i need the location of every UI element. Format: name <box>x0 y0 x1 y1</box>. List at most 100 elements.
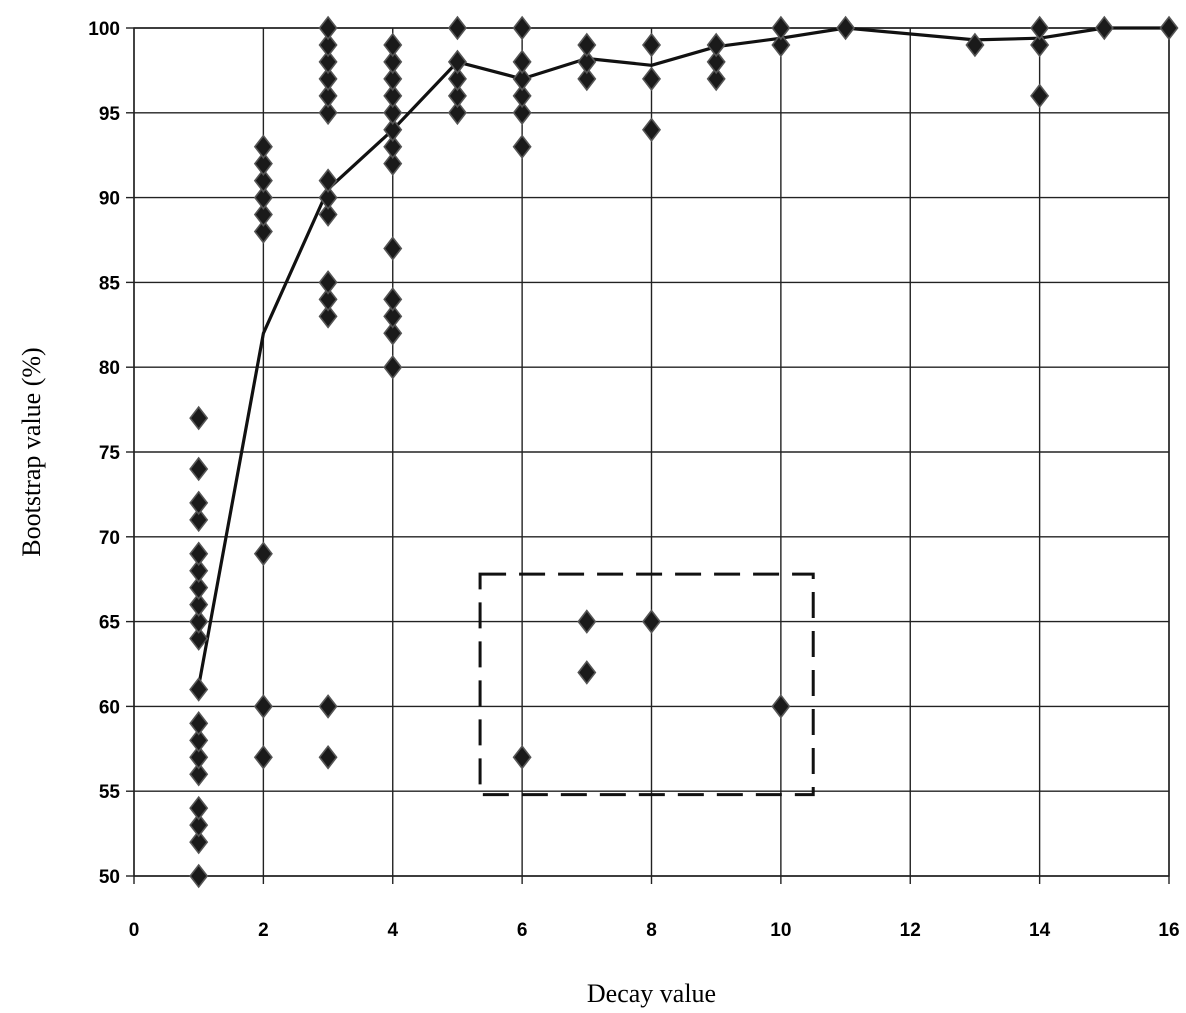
data-point <box>706 49 726 75</box>
y-tick-label: 75 <box>99 443 121 464</box>
data-point <box>189 490 209 516</box>
data-point <box>447 15 467 41</box>
y-tick-label: 95 <box>99 104 121 125</box>
y-tick-label: 55 <box>99 782 121 803</box>
data-point <box>189 812 209 838</box>
x-tick-label: 10 <box>770 920 791 941</box>
data-point <box>189 575 209 600</box>
data-point <box>318 49 338 75</box>
trend-line-group <box>197 26 1169 687</box>
data-point <box>253 694 273 719</box>
x-axis-title: Decay value <box>587 979 716 1008</box>
data-point <box>189 829 209 855</box>
data-point <box>189 626 209 651</box>
mean-trend-line <box>197 26 1169 687</box>
data-point <box>383 117 403 143</box>
data-point <box>447 66 467 92</box>
data-point <box>383 49 403 75</box>
dashed-highlight-box <box>478 572 815 797</box>
x-tick-label: 12 <box>900 920 921 941</box>
data-point <box>189 609 209 634</box>
data-point <box>318 287 338 312</box>
data-point <box>383 304 403 329</box>
grid-lines <box>126 27 1170 884</box>
x-tick-label: 16 <box>1158 920 1179 941</box>
data-point <box>318 168 338 193</box>
data-point <box>189 677 209 702</box>
data-point <box>189 541 209 567</box>
data-point <box>383 354 403 380</box>
data-point <box>641 66 662 92</box>
data-point <box>318 185 338 210</box>
annotation-group <box>478 572 815 797</box>
data-point <box>383 32 403 58</box>
data-point <box>383 83 403 109</box>
data-point <box>253 202 273 227</box>
y-tick-label: 70 <box>99 528 120 549</box>
data-point <box>383 236 403 261</box>
data-point <box>836 15 856 41</box>
x-tick-label: 14 <box>1029 920 1051 941</box>
x-tick-label: 6 <box>517 920 528 941</box>
data-point <box>771 32 791 58</box>
x-tick-label: 4 <box>387 920 398 941</box>
data-point <box>318 83 338 109</box>
data-point <box>771 15 791 41</box>
data-point <box>447 100 467 126</box>
data-point <box>641 32 662 58</box>
data-point <box>189 592 209 617</box>
data-point <box>512 15 532 41</box>
data-point <box>318 66 338 92</box>
data-point <box>447 83 467 109</box>
data-point <box>512 66 532 92</box>
data-point <box>383 287 403 312</box>
data-point <box>383 100 403 126</box>
x-axis-tick-labels: 0 2 4 6 8 10 12 14 16 <box>129 920 1180 941</box>
plot-area-frame <box>133 27 1170 877</box>
data-point <box>512 100 532 126</box>
data-point <box>1094 15 1114 41</box>
data-point <box>253 744 273 770</box>
data-point <box>512 134 532 160</box>
data-point <box>318 32 338 58</box>
data-point <box>318 694 338 719</box>
data-point <box>318 100 338 126</box>
y-tick-label: 80 <box>99 358 120 379</box>
data-point <box>318 744 338 770</box>
y-tick-label: 90 <box>99 189 120 210</box>
data-point <box>706 32 726 58</box>
data-point <box>253 541 273 567</box>
data-point <box>512 83 532 109</box>
data-point <box>512 744 532 770</box>
data-point <box>189 744 209 770</box>
data-point <box>189 711 209 736</box>
y-tick-label: 65 <box>99 613 121 634</box>
data-point <box>512 49 532 75</box>
data-point <box>1030 83 1050 109</box>
data-point <box>447 49 467 75</box>
data-point <box>189 795 209 821</box>
data-point <box>189 558 209 584</box>
data-point <box>383 66 403 92</box>
data-point <box>577 32 597 58</box>
y-tick-label: 85 <box>99 273 121 294</box>
y-tick-label: 50 <box>99 867 120 888</box>
data-point <box>641 609 662 634</box>
data-point <box>577 660 597 685</box>
data-point <box>965 32 985 58</box>
x-tick-label: 2 <box>258 920 269 941</box>
y-axis-title: Bootstrap value (%) <box>17 347 46 556</box>
data-point <box>189 405 209 431</box>
data-points-group <box>189 15 1179 889</box>
data-point <box>253 185 273 210</box>
data-point <box>771 694 791 719</box>
data-point <box>641 117 662 143</box>
x-tick-label: 8 <box>646 920 657 941</box>
data-point <box>383 151 403 176</box>
data-point <box>189 761 209 787</box>
data-point <box>1030 15 1050 41</box>
data-point <box>253 151 273 176</box>
data-point <box>577 66 597 92</box>
data-point <box>706 66 726 92</box>
